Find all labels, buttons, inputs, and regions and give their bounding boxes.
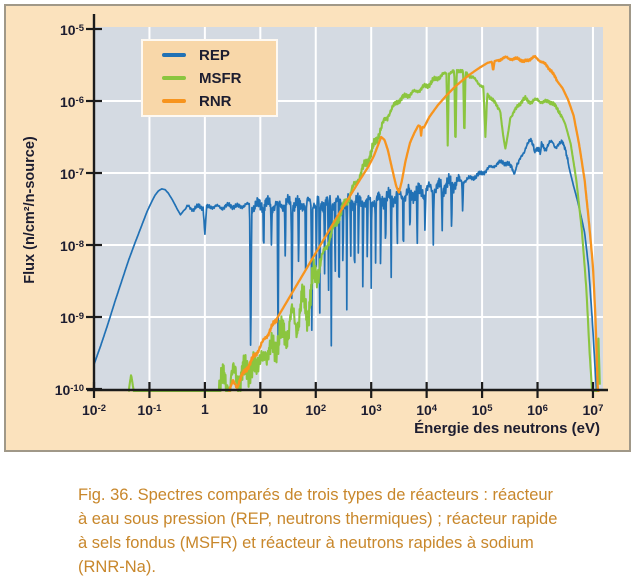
- caption-line-2: à eau sous pression (REP, neutrons therm…: [78, 510, 558, 528]
- rep-line-swatch: [162, 52, 186, 58]
- x-tick-10^3: 103: [360, 402, 382, 418]
- y-tick-10^-7: 10-7: [59, 166, 84, 182]
- caption-line-1: Fig. 36. Spectres comparés de trois type…: [78, 486, 554, 504]
- y-tick-10^-6: 10-6: [59, 94, 84, 110]
- figure-caption: Fig. 36. Spectres comparés de trois type…: [78, 483, 557, 576]
- chart-legend: REP MSFR RNR: [141, 39, 278, 117]
- x-tick-10^5: 105: [471, 402, 493, 418]
- x-tick-10^4: 104: [416, 402, 438, 418]
- x-tick-10^-1: 10-1: [137, 402, 162, 418]
- caption-line-3: à sels fondus (MSFR) et réacteur à neutr…: [78, 534, 534, 552]
- y-tick-10^-5: 10-5: [59, 22, 84, 38]
- x-tick-10^7: 107: [582, 402, 604, 418]
- y-tick-10^-9: 10-9: [59, 310, 84, 326]
- x-tick-10^6: 106: [527, 402, 548, 418]
- y-axis-title: Flux (n/cm²/n-source): [22, 136, 38, 284]
- x-tick-10^2: 102: [305, 402, 327, 418]
- legend-item-rnr: RNR: [162, 93, 276, 110]
- legend-label-rep: REP: [199, 46, 230, 64]
- axes: [86, 14, 608, 398]
- x-tick-10^-2: 10-2: [81, 402, 107, 418]
- y-tick-10^-8: 10-8: [59, 238, 84, 254]
- flux-spectrum-chart: [86, 14, 608, 398]
- caption-line-4: (RNR-Na).: [78, 558, 156, 576]
- legend-item-msfr: MSFR: [162, 70, 276, 87]
- msfr-line-swatch: [162, 75, 186, 81]
- x-tick-10: 10: [252, 401, 269, 417]
- x-tick-1: 1: [200, 401, 209, 417]
- y-tick-10^-10: 10-10: [54, 382, 84, 398]
- x-axis-title: Énergie des neutrons (eV): [414, 420, 600, 437]
- series-line-rnr: [227, 54, 601, 392]
- legend-label-msfr: MSFR: [199, 69, 242, 87]
- legend-label-rnr: RNR: [199, 92, 232, 110]
- rnr-line-swatch: [162, 98, 186, 104]
- legend-item-rep: REP: [162, 47, 276, 64]
